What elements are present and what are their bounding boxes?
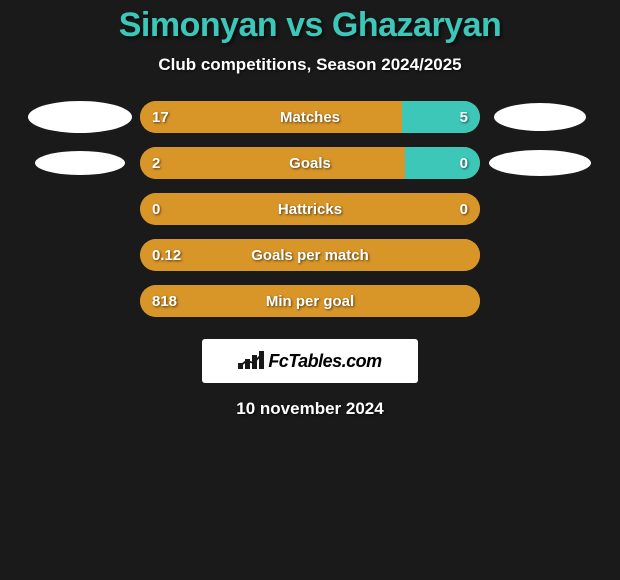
stat-value-right: 5	[460, 101, 468, 133]
stat-bar: 0.12Goals per match	[140, 239, 480, 271]
left-ellipse-slot	[20, 101, 140, 133]
left-ellipse	[35, 151, 125, 175]
stat-bar: 2Goals0	[140, 147, 480, 179]
stat-name: Matches	[140, 101, 480, 133]
stat-row: 818Min per goal	[0, 285, 620, 317]
stat-name: Hattricks	[140, 193, 480, 225]
page-title: Simonyan vs Ghazaryan	[0, 6, 620, 45]
subtitle: Club competitions, Season 2024/2025	[0, 55, 620, 75]
stat-name: Goals per match	[140, 239, 480, 271]
date-label: 10 november 2024	[0, 399, 620, 419]
stat-bar: 17Matches5	[140, 101, 480, 133]
comparison-rows: 17Matches52Goals00Hattricks00.12Goals pe…	[0, 101, 620, 317]
logo-text: FcTables.com	[268, 351, 381, 372]
comparison-infographic: Simonyan vs Ghazaryan Club competitions,…	[0, 0, 620, 580]
stat-name: Min per goal	[140, 285, 480, 317]
stat-value-right: 0	[460, 193, 468, 225]
stat-row: 0Hattricks0	[0, 193, 620, 225]
right-ellipse	[494, 103, 586, 131]
stat-bar: 818Min per goal	[140, 285, 480, 317]
right-ellipse-slot	[480, 150, 600, 176]
stat-row: 17Matches5	[0, 101, 620, 133]
left-ellipse	[28, 101, 132, 133]
barchart-icon	[238, 351, 264, 371]
left-ellipse-slot	[20, 151, 140, 175]
stat-value-right: 0	[460, 147, 468, 179]
stat-row: 0.12Goals per match	[0, 239, 620, 271]
stat-name: Goals	[140, 147, 480, 179]
right-ellipse-slot	[480, 103, 600, 131]
stat-row: 2Goals0	[0, 147, 620, 179]
stat-bar: 0Hattricks0	[140, 193, 480, 225]
footer-logo: FcTables.com	[202, 339, 418, 383]
right-ellipse	[489, 150, 591, 176]
